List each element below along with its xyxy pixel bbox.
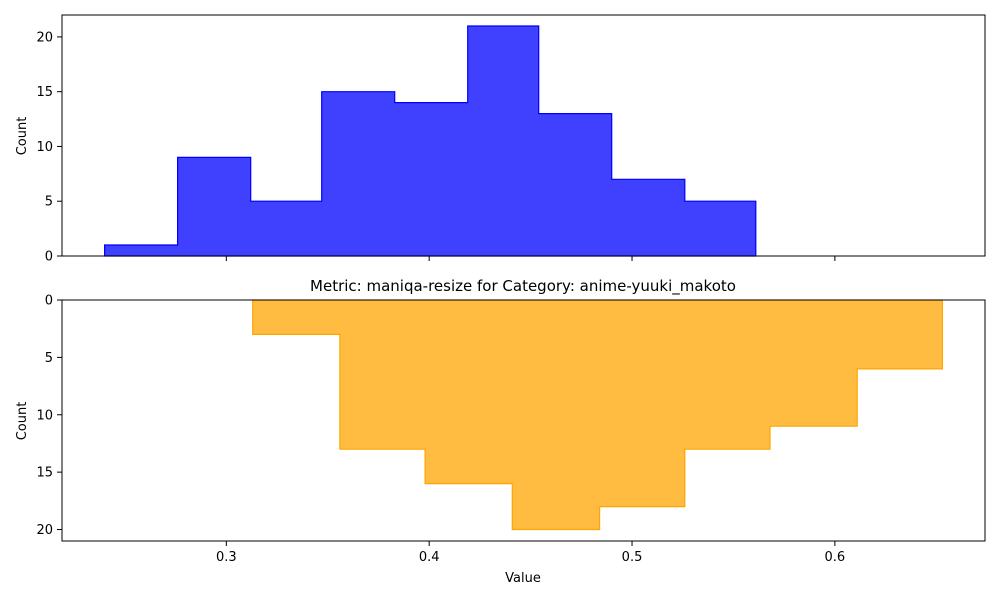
bot-y-tick-label: 20	[36, 523, 53, 538]
top-histogram-panel: 0 5 10 15 20 Count	[15, 14, 986, 265]
x-axis-label: Value	[505, 571, 541, 586]
x-tick-label: 0.3	[216, 550, 237, 565]
bottom-y-axis-label: Count	[15, 402, 30, 441]
top-y-tick-label: 0	[45, 250, 53, 265]
top-y-tick-label: 15	[36, 85, 53, 100]
bot-y-tick-label: 10	[36, 408, 53, 423]
bottom-axes-frame	[61, 299, 986, 542]
top-y-tick-label: 20	[36, 30, 53, 45]
bot-y-tick-label: 15	[36, 466, 53, 481]
x-tick-label: 0.6	[825, 550, 846, 565]
bot-y-tick-label: 5	[45, 351, 53, 366]
top-y-tick-label: 5	[45, 195, 53, 210]
bottom-histogram-panel: Metric: maniqa-resize for Category: anim…	[15, 277, 986, 586]
bottom-histogram-bars	[252, 299, 943, 531]
x-tick-label: 0.5	[622, 550, 643, 565]
top-axes-frame	[61, 14, 986, 257]
bot-y-tick-label: 0	[45, 294, 53, 309]
x-tick-label: 0.4	[419, 550, 440, 565]
chart-title: Metric: maniqa-resize for Category: anim…	[310, 277, 736, 296]
top-histogram-bars	[104, 25, 757, 257]
top-y-tick-label: 10	[36, 140, 53, 155]
top-y-axis-label: Count	[15, 117, 30, 156]
